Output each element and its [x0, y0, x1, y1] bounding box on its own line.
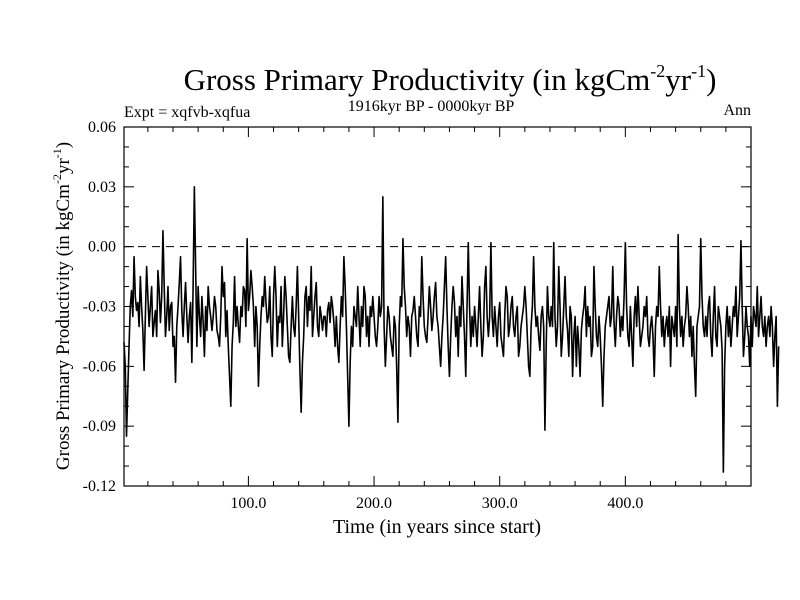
y-tick-label: 0.06 [88, 119, 116, 136]
plot-frame [123, 126, 752, 487]
season-label: Ann [723, 102, 751, 119]
y-tick-label: -0.09 [83, 418, 116, 435]
y-tick-label: 0.00 [88, 239, 116, 256]
y-axis-label: Gross Primary Productivity (in kgCm-2yr-… [50, 142, 74, 470]
chart-subtitle: 1916kyr BP - 0000kyr BP [348, 98, 515, 115]
y-tick-label: 0.03 [88, 179, 116, 196]
x-tick-label: 300.0 [482, 495, 518, 512]
y-tick-label: -0.03 [83, 299, 116, 316]
chart-title: Gross Primary Productivity (in kgCm-2yr-… [184, 61, 717, 97]
x-axis-label: Time (in years since start) [333, 516, 541, 538]
x-tick-label: 400.0 [607, 495, 643, 512]
experiment-label: Expt = xqfvb-xqfua [124, 104, 250, 121]
y-tick-label: -0.06 [83, 358, 116, 375]
series-line-0 [123, 186, 780, 473]
x-tick-label: 100.0 [230, 495, 266, 512]
x-tick-label: 200.0 [356, 495, 392, 512]
y-tick-label: -0.12 [83, 478, 116, 495]
